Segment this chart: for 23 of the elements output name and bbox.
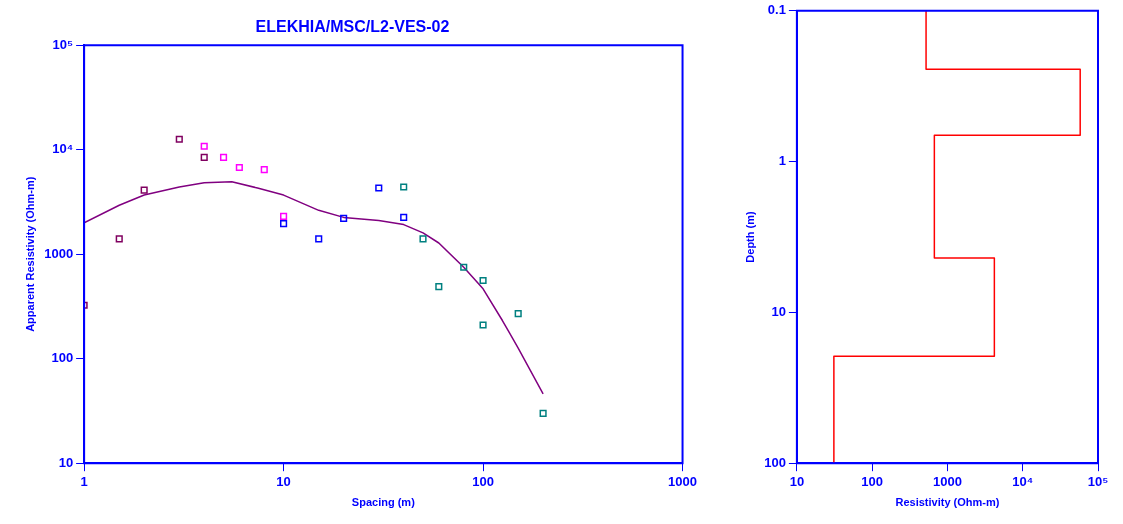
x-tick-label: 100: [472, 473, 494, 489]
y-axis-title: Depth (m): [743, 211, 756, 263]
y-tick-label: 100: [51, 350, 74, 366]
x-axis-title: Spacing (m): [351, 496, 416, 509]
y-tick-label: 10⁴: [52, 141, 74, 157]
x-tick-label: 10: [276, 473, 291, 489]
x-tick-label: 100: [861, 473, 884, 489]
y-tick-label: 10⁵: [52, 36, 74, 52]
x-tick-label: 10: [789, 473, 805, 489]
y-tick-label: 1000: [44, 245, 74, 261]
x-tick-label: 1000: [932, 473, 962, 489]
x-tick-label: 1: [80, 473, 88, 489]
y-tick-label: 10: [58, 454, 74, 470]
chart-title: ELEKHIA/MSC/L2-VES-02: [255, 18, 450, 36]
y-tick-label: 1: [778, 153, 786, 169]
x-tick-label: 10⁵: [1087, 473, 1109, 489]
y-tick-label: 10: [771, 303, 786, 319]
x-tick-label: 10⁴: [1012, 473, 1034, 489]
x-axis-title: Resistivity (Ohm-m): [895, 496, 1000, 509]
y-tick-label: 100: [764, 454, 786, 470]
x-tick-label: 1000: [668, 473, 697, 489]
y-tick-label: 0.1: [767, 2, 786, 18]
y-axis-title: Apparent Resistivity (Ohm-m): [23, 176, 36, 332]
